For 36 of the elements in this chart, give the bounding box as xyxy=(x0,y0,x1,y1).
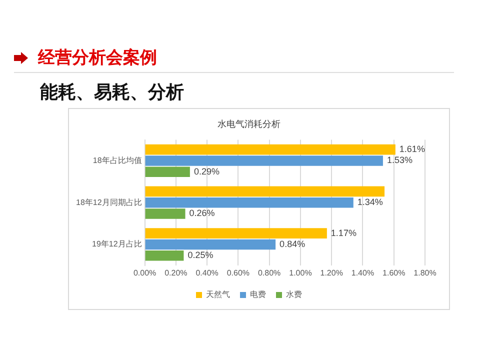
bar xyxy=(145,228,327,238)
x-tick-label: 0.60% xyxy=(226,268,250,278)
bar xyxy=(145,250,184,261)
legend-label: 电费 xyxy=(250,290,266,300)
data-label: 1.61% xyxy=(399,144,425,154)
data-label: 0.84% xyxy=(280,238,306,249)
data-label: 0.29% xyxy=(194,166,220,176)
legend-label: 水费 xyxy=(286,290,302,300)
x-tick-label: 1.00% xyxy=(289,268,312,278)
data-label: 0.25% xyxy=(188,250,214,260)
bar xyxy=(145,156,383,166)
text: 经营分析会案例 xyxy=(38,47,157,69)
bar xyxy=(145,144,396,155)
text: 能耗、易耗、分析 xyxy=(40,81,184,104)
x-tick-label: 1.40% xyxy=(351,268,374,278)
x-tick-label: 0.20% xyxy=(164,268,188,278)
bar xyxy=(145,197,354,208)
bar xyxy=(145,208,186,219)
data-label: 1.53% xyxy=(386,155,412,166)
data-label: 1.34% xyxy=(357,197,383,208)
bar xyxy=(145,239,276,250)
data-label: 0.26% xyxy=(189,208,215,218)
chart-title: 水电气消耗分析 xyxy=(218,118,280,129)
x-tick-label: 0.80% xyxy=(258,268,281,278)
x-tick-label: 0.00% xyxy=(133,268,156,278)
x-tick-label: 0.40% xyxy=(196,268,218,278)
x-tick-label: 1.60% xyxy=(382,268,406,278)
data-label: 1.17% xyxy=(330,228,356,238)
x-tick-label: 1.80% xyxy=(414,268,436,278)
x-tick-label: 1.20% xyxy=(320,268,343,278)
bar xyxy=(145,186,385,197)
y-tick-label: 18年12月同期占比 xyxy=(76,198,142,207)
y-tick-label: 18年占比均值 xyxy=(92,156,142,165)
y-tick-label: 19年12月占比 xyxy=(92,240,142,249)
bar xyxy=(145,166,190,178)
legend-label: 天然气 xyxy=(206,290,230,300)
